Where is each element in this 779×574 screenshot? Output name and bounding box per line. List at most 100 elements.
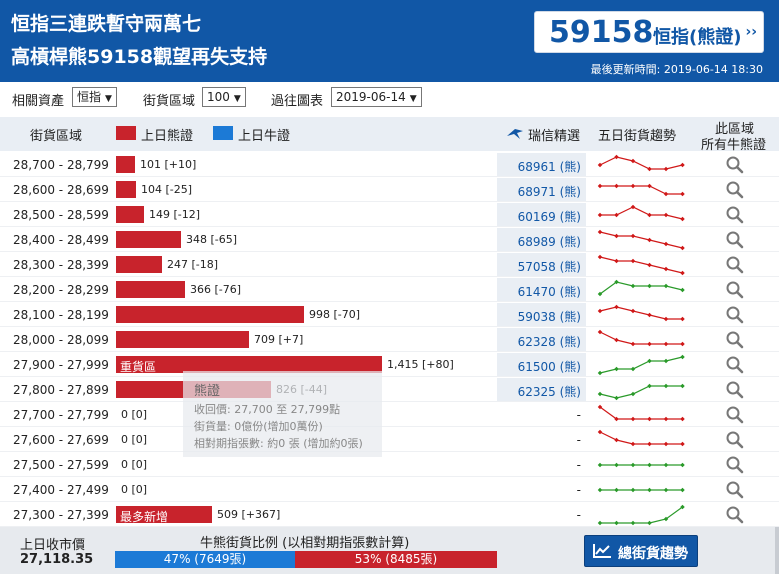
magnifier-icon[interactable] — [724, 304, 746, 326]
trend-point — [630, 487, 636, 493]
five-day-trend-sparkline — [597, 254, 685, 276]
magnifier-icon[interactable] — [724, 179, 746, 201]
row-range: 27,300 - 27,399 — [13, 508, 109, 522]
history-date-select[interactable]: 2019-06-14 ▼ — [331, 87, 422, 107]
bear-outstanding-bar[interactable] — [116, 206, 144, 223]
ubs-pick-cell[interactable]: 62328 (熊) — [497, 328, 586, 351]
trend-line — [599, 256, 683, 274]
trend-point — [630, 183, 636, 189]
trend-point — [680, 341, 685, 347]
trend-point — [680, 504, 685, 510]
magnifier-icon[interactable] — [724, 329, 746, 351]
dropdown-caret-icon: ▼ — [233, 94, 241, 104]
double-chevron-right-icon: ›› — [745, 24, 757, 40]
five-day-trend-sparkline — [597, 154, 685, 172]
table-row: 28,100 - 28,199 998 [-70] 59038 (熊) — [0, 302, 779, 327]
table-row: 27,900 - 27,999 重貨區 1,415 [+80] 61500 (熊) — [0, 352, 779, 377]
trend-point — [663, 416, 669, 422]
trend-point — [597, 162, 603, 168]
range-select[interactable]: 100 ▼ — [202, 87, 246, 107]
ubs-pick-cell[interactable]: 62325 (熊) — [497, 378, 586, 401]
ubs-pick-code: 68989 (熊) — [517, 235, 581, 249]
magnifier-icon[interactable] — [724, 479, 746, 501]
range-column-header: 街貨區域 — [30, 129, 83, 144]
tooltip-futures-equivalent: 相對期指張數: 約0 張 (增加約0張) — [194, 437, 363, 450]
ubs-pick-code: - — [576, 483, 581, 497]
trend-point — [614, 416, 619, 422]
bear-outstanding-bar[interactable]: 重貨區 — [116, 356, 382, 374]
scrollbar[interactable] — [775, 527, 779, 574]
trend-point — [663, 191, 669, 197]
row-range: 28,000 - 28,099 — [13, 333, 109, 347]
row-range: 27,400 - 27,499 — [13, 483, 109, 497]
magnifier-icon[interactable] — [724, 354, 746, 376]
trend-point — [597, 429, 603, 435]
ubs-pick-cell[interactable]: 68989 (熊) — [497, 228, 586, 251]
ubs-pick-cell[interactable]: 68961 (熊) — [497, 153, 586, 176]
credit-suisse-logo-icon — [507, 129, 523, 139]
ubs-pick-cell[interactable]: 68971 (熊) — [497, 178, 586, 201]
bar-value-label: 348 [-65] — [186, 233, 238, 246]
total-trend-button[interactable]: 總街貨趨勢 — [584, 535, 698, 567]
trend-point — [630, 204, 636, 210]
trend-point — [647, 462, 652, 468]
trend-point — [663, 212, 669, 218]
warrant-underlying-label: 恒指(熊證) — [653, 27, 742, 48]
ubs-pick-code: 62328 (熊) — [517, 335, 581, 349]
five-day-trend-sparkline — [597, 487, 685, 493]
table-row: 27,700 - 27,799 0 [0] - — [0, 402, 779, 427]
trend-point — [630, 308, 636, 314]
trend-point — [680, 441, 685, 447]
bear-outstanding-bar[interactable] — [116, 156, 135, 173]
five-day-trend-sparkline — [597, 383, 685, 401]
bear-outstanding-bar[interactable] — [116, 181, 136, 198]
bear-outstanding-bar[interactable] — [116, 281, 185, 298]
asset-label: 相關資產 — [12, 94, 65, 109]
trend-point — [630, 258, 636, 264]
range-label: 街貨區域 — [143, 94, 196, 109]
bear-outstanding-bar[interactable] — [116, 231, 181, 248]
trend-point — [663, 358, 669, 364]
magnifier-icon[interactable] — [724, 279, 746, 301]
bear-outstanding-bar[interactable] — [116, 331, 249, 348]
ubs-pick-cell[interactable]: 60169 (熊) — [497, 203, 586, 226]
trend-point — [663, 166, 669, 172]
trend-line — [599, 156, 683, 170]
trend-point — [597, 520, 603, 526]
trend-point — [630, 391, 636, 397]
bear-ratio-bar: 53% (8485張) — [295, 551, 497, 568]
bear-outstanding-bar[interactable] — [116, 306, 304, 323]
magnifier-icon[interactable] — [724, 454, 746, 476]
table-row: 27,600 - 27,699 0 [0] - — [0, 427, 779, 452]
magnifier-icon[interactable] — [724, 204, 746, 226]
ubs-pick-cell[interactable]: 59038 (熊) — [497, 303, 586, 326]
ubs-pick-code: - — [576, 433, 581, 447]
trend-point — [630, 520, 636, 526]
magnifier-icon[interactable] — [724, 254, 746, 276]
ubs-pick-cell[interactable]: 61470 (熊) — [497, 278, 586, 301]
ubs-pick-cell[interactable]: 57058 (熊) — [497, 253, 586, 276]
magnifier-icon[interactable] — [724, 504, 746, 526]
bar-value-label: 101 [+10] — [140, 158, 197, 171]
asset-select[interactable]: 恒指 ▼ — [72, 87, 117, 107]
five-day-trend-sparkline — [597, 329, 685, 347]
row-range: 28,600 - 28,699 — [13, 183, 109, 197]
magnifier-icon[interactable] — [724, 429, 746, 451]
prev-close-value: 27,118.35 — [20, 552, 94, 567]
magnifier-icon[interactable] — [724, 229, 746, 251]
bar-value-label: 149 [-12] — [149, 208, 201, 221]
magnifier-icon[interactable] — [724, 379, 746, 401]
history-label: 過往圖表 — [271, 94, 324, 109]
ubs-pick-code: 62325 (熊) — [517, 385, 581, 399]
bear-outstanding-bar[interactable]: 最多新增 — [116, 506, 212, 524]
magnifier-icon[interactable] — [724, 154, 746, 176]
magnifier-icon[interactable] — [724, 404, 746, 426]
row-range: 28,700 - 28,799 — [13, 158, 109, 172]
row-range: 27,600 - 27,699 — [13, 433, 109, 447]
trend-point — [630, 366, 636, 372]
warrant-price-link[interactable]: 59158 恒指(熊證) ›› — [534, 11, 764, 53]
bar-value-label: 709 [+7] — [254, 333, 304, 346]
trend-point — [614, 304, 619, 310]
bear-outstanding-bar[interactable] — [116, 256, 162, 273]
ubs-pick-cell[interactable]: 61500 (熊) — [497, 353, 586, 376]
